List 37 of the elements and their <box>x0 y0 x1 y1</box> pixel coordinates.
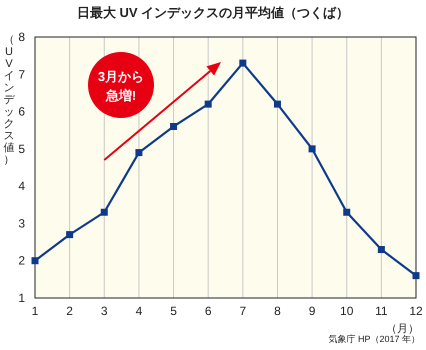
point <box>32 257 38 264</box>
point <box>239 60 246 67</box>
y-tick-label: 6 <box>18 104 26 119</box>
point <box>100 208 108 216</box>
point <box>170 122 178 130</box>
y-tick-label: 2 <box>18 254 26 268</box>
point <box>204 100 212 108</box>
x-tick-label: 7 <box>239 304 246 318</box>
y-tick-label: 5 <box>18 142 26 156</box>
chart-title: 日最大 UV インデックスの月平均値（つくば） <box>76 5 350 20</box>
point <box>66 231 74 238</box>
y-tick-label: 7 <box>18 67 26 82</box>
point <box>343 208 350 216</box>
y-tick-label: 8 <box>18 30 26 44</box>
x-tick-label: 1 <box>32 304 39 318</box>
point <box>135 149 142 156</box>
point <box>274 100 281 108</box>
x-tick-label: 9 <box>308 304 316 318</box>
text: 気象庁 HP（2017 年） <box>328 334 420 344</box>
point <box>308 145 316 152</box>
text: （UVインデックス値） <box>4 34 14 166</box>
x-tick-label: 8 <box>274 304 282 318</box>
x-tick-label: 2 <box>66 304 74 318</box>
x-tick-label: 4 <box>136 304 143 318</box>
x-tick-label: 5 <box>170 304 178 318</box>
y-tick-label: 1 <box>18 291 26 305</box>
x-tick-label: 6 <box>204 304 212 318</box>
point <box>412 272 420 280</box>
x-tick-label: 11 <box>375 304 388 318</box>
x-tick-label: 12 <box>409 304 423 318</box>
point <box>378 246 385 254</box>
y-tick-label: 3 <box>18 216 26 230</box>
x-axis-title: （月） <box>386 323 419 335</box>
x-tick-label: 3 <box>100 304 108 318</box>
y-tick-label: 4 <box>18 179 26 194</box>
x-tick-label: 10 <box>340 304 354 318</box>
annotation: 3月から急増! <box>98 69 144 103</box>
